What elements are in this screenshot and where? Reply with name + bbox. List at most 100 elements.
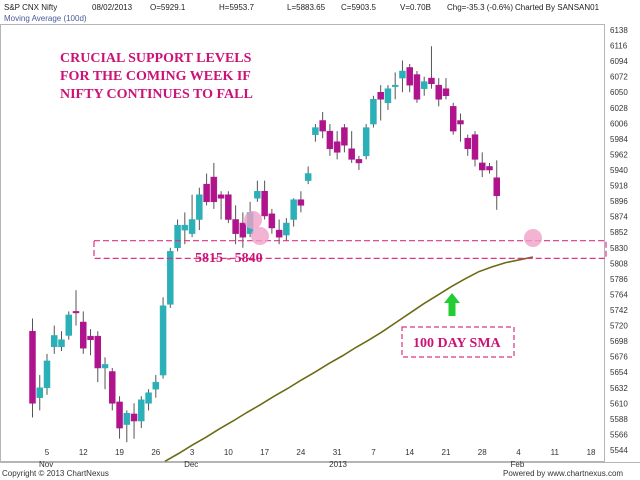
candle-body: [116, 401, 123, 429]
x-tick-label: 21: [442, 448, 451, 457]
candle-body: [312, 127, 319, 135]
y-axis: 5544 5566 5588 5610 5632 5654 5676 5698 5720 5742…: [610, 26, 628, 455]
candle-body: [355, 159, 363, 164]
x-tick-label: 24: [296, 448, 305, 457]
header-low: L=5883.65: [287, 3, 326, 12]
y-tick-label: 5654: [610, 368, 628, 377]
y-tick-label: 5676: [610, 353, 628, 362]
candle-body: [145, 392, 152, 404]
candles-layer: [29, 46, 500, 443]
y-tick-label: 5610: [610, 399, 628, 408]
candle-body: [384, 88, 392, 104]
y-tick-label: 5808: [610, 259, 628, 268]
candle-body: [268, 213, 276, 229]
y-tick-label: 5786: [610, 275, 628, 284]
candle-body: [348, 148, 355, 160]
candle-body: [377, 91, 384, 100]
y-tick-label: 5874: [610, 213, 628, 222]
candle-body: [261, 190, 268, 217]
up-arrow-icon: [444, 293, 460, 316]
support-zone-layer: [93, 211, 607, 259]
y-tick-label: 5918: [610, 182, 628, 191]
x-tick-label: 31: [333, 448, 342, 457]
support-range-label: 5815 - 5840: [195, 251, 263, 266]
y-tick-label: 5962: [610, 150, 628, 159]
header-date: 08/02/2013: [92, 3, 133, 12]
candle-body: [428, 77, 435, 84]
candle-body: [43, 360, 51, 389]
y-tick-label: 6116: [610, 42, 628, 51]
candle-body: [370, 99, 377, 125]
candle-body: [478, 162, 486, 171]
x-tick-label: 4: [516, 448, 521, 457]
footer-powered: Powered by www.chartnexus.com: [503, 469, 623, 478]
candle-body: [80, 321, 87, 349]
y-tick-label: 5896: [610, 197, 628, 206]
candle-body: [391, 84, 399, 87]
x-month-label: 2013: [329, 460, 347, 469]
candle-body: [333, 141, 341, 153]
x-tick-label: 19: [115, 448, 124, 457]
y-tick-label: 5544: [610, 446, 628, 455]
candle-body: [435, 84, 442, 100]
sma-line: [164, 256, 534, 462]
x-tick-label: 7: [371, 448, 376, 457]
candle-body: [152, 381, 160, 390]
y-tick-label: 5720: [610, 322, 628, 331]
candle-body: [94, 335, 102, 369]
candle-body: [297, 199, 305, 206]
x-tick-label: 17: [260, 448, 269, 457]
header-close: C=5903.5: [341, 3, 376, 12]
header-open: O=5929.1: [150, 3, 186, 12]
y-tick-label: 5632: [610, 384, 628, 393]
candle-body: [217, 194, 225, 199]
y-tick-label: 5742: [610, 306, 628, 315]
y-tick-label: 5764: [610, 290, 628, 299]
x-month-label: Nov: [39, 460, 53, 469]
support-zone-box: [93, 240, 607, 259]
candle-body: [464, 137, 471, 150]
x-tick-label: 11: [551, 448, 560, 457]
y-tick-label: 5984: [610, 135, 628, 144]
candle-body: [51, 335, 58, 348]
candle-body: [362, 127, 370, 157]
y-tick-label: 5830: [610, 244, 628, 253]
candle-body: [471, 134, 479, 160]
candle-body: [196, 194, 203, 220]
y-tick-label: 6006: [610, 119, 628, 128]
candle-body: [181, 224, 189, 231]
y-tick-label: 6028: [610, 104, 628, 113]
candle-body: [442, 88, 450, 97]
x-tick-label: 10: [224, 448, 233, 457]
sma-label: 100 DAY SMA: [413, 336, 502, 351]
candle-body: [29, 330, 36, 404]
candle-body: [159, 305, 167, 376]
y-tick-label: 6094: [610, 57, 628, 66]
x-month-label: Dec: [184, 460, 198, 469]
candle-body: [87, 335, 94, 340]
x-month-label: Feb: [511, 460, 525, 469]
support-touch-marker: [244, 211, 262, 229]
candle-body: [420, 81, 428, 89]
y-tick-label: 5698: [610, 337, 628, 346]
candle-body: [326, 130, 334, 150]
candle-body: [290, 199, 297, 220]
candle-body: [399, 70, 406, 79]
indicator-label: Moving Average (100d): [4, 14, 87, 23]
candle-body: [254, 190, 261, 199]
x-tick-label: 28: [478, 448, 487, 457]
y-tick-label: 5940: [610, 166, 628, 175]
x-tick-label: 12: [79, 448, 88, 457]
sma-layer: [164, 256, 534, 462]
candle-body: [406, 67, 413, 86]
sma-label-box: [401, 326, 515, 358]
y-tick-label: 5566: [610, 430, 628, 439]
x-tick-label: 14: [405, 448, 414, 457]
candle-body: [283, 222, 290, 236]
header-charted-by: Charted By SANSAN01: [515, 3, 600, 12]
header-high: H=5953.7: [219, 3, 254, 12]
candle-body: [65, 314, 73, 336]
candle-body: [174, 224, 181, 249]
candle-body: [493, 177, 500, 197]
